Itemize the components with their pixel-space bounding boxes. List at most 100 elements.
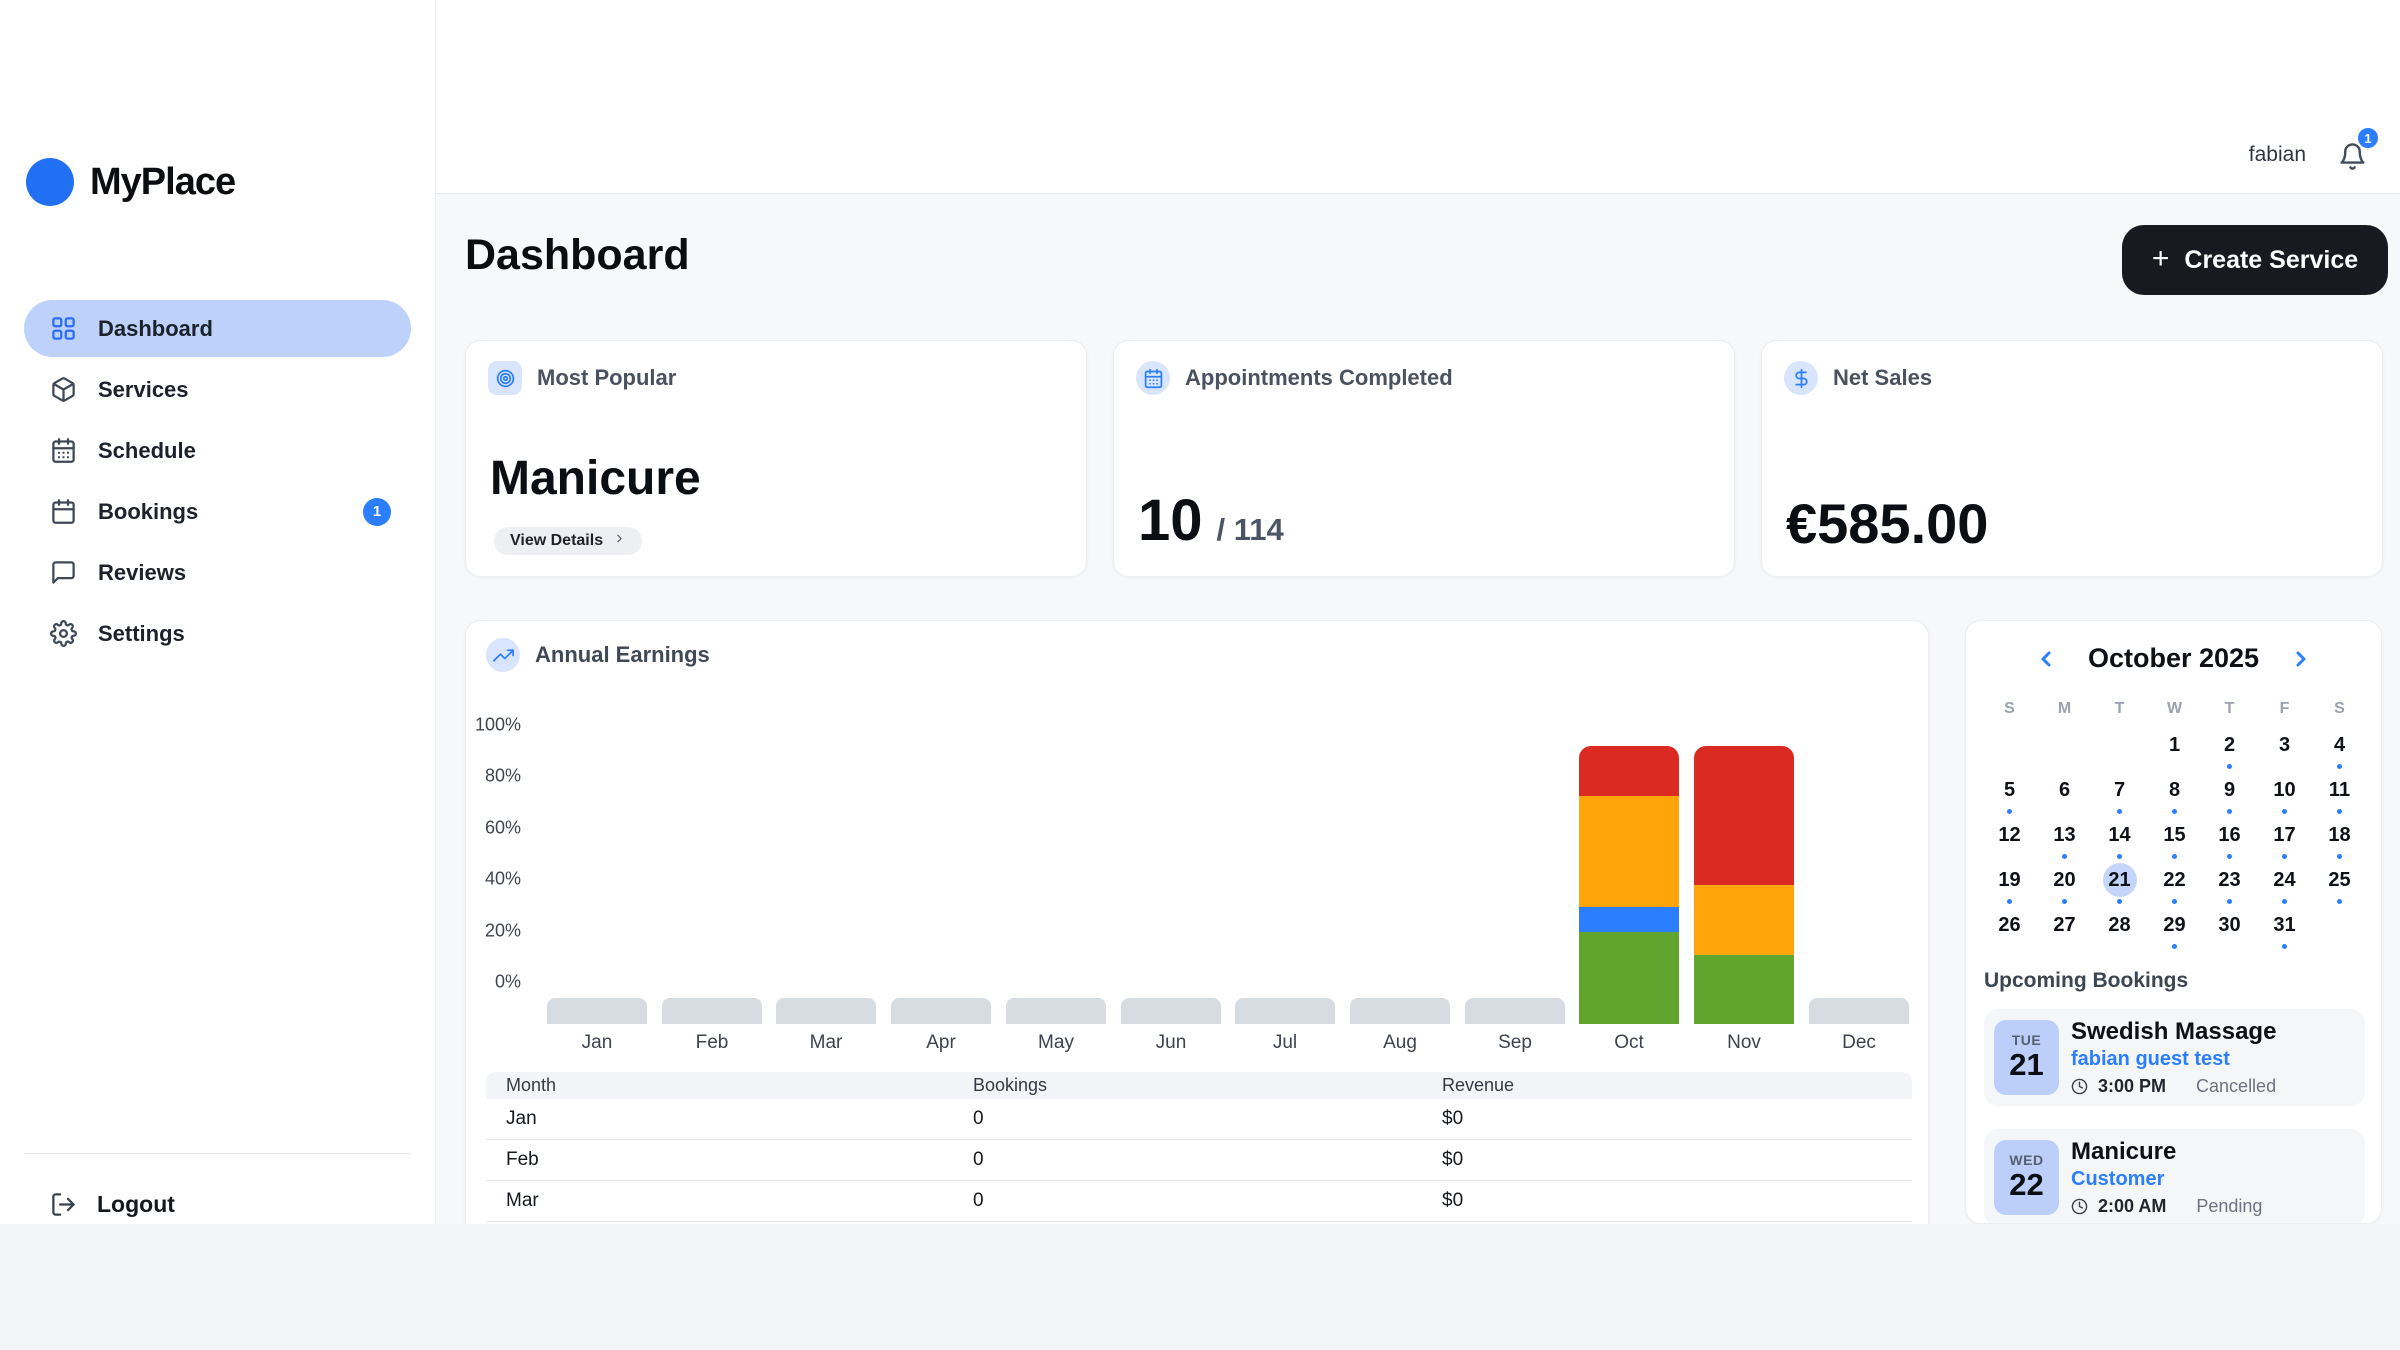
- most-popular-card: Most Popular Manicure View Details: [465, 340, 1087, 577]
- calendar-day-number: 18: [2328, 824, 2351, 846]
- month-label: Jun: [1155, 1032, 1187, 1053]
- calendar-day-number: 28: [2108, 914, 2131, 936]
- calendar-day-25[interactable]: 25: [2323, 859, 2357, 904]
- weekday-label: W: [2166, 700, 2183, 717]
- weekday-label: S: [2334, 700, 2345, 717]
- booking-weekday: TUE: [2011, 1032, 2042, 1048]
- sidebar-item-reviews[interactable]: Reviews: [24, 544, 411, 601]
- sidebar-item-services[interactable]: Services: [24, 361, 411, 418]
- calendar-prev-button[interactable]: [2034, 647, 2058, 671]
- calendar-day-1[interactable]: 1: [2158, 724, 2192, 769]
- calendar-day-3[interactable]: 3: [2268, 724, 2302, 769]
- view-details-button[interactable]: View Details: [494, 527, 643, 555]
- sidebar: MyPlace Dashboard Services Schedule Booking…: [0, 0, 436, 1224]
- booking-dot: [2117, 899, 2122, 904]
- calendar-day-number: 30: [2218, 914, 2241, 936]
- booking-dot: [2062, 944, 2067, 949]
- table-cell: 0: [973, 1149, 984, 1170]
- table-cell: 0: [973, 1108, 984, 1129]
- bar-segment-green: [1579, 932, 1679, 1024]
- booking-time: 3:00 PM: [2098, 1076, 2167, 1096]
- y-axis-tick: 100%: [474, 714, 521, 735]
- calendar-day-8[interactable]: 8: [2158, 769, 2192, 814]
- dashboard-grid-icon: [50, 315, 77, 342]
- calendar-day-18[interactable]: 18: [2323, 814, 2357, 859]
- appointments-total: / 114: [1216, 512, 1284, 547]
- table-row: Jan 0 $0: [486, 1099, 1912, 1140]
- sidebar-item-label: Reviews: [98, 559, 187, 585]
- calendar-day-19[interactable]: 19: [1993, 859, 2027, 904]
- calendar-day-number: 16: [2218, 824, 2241, 846]
- booking-dot: [2337, 809, 2342, 814]
- bar-jul: [1235, 998, 1335, 1024]
- sidebar-item-bookings[interactable]: Bookings 1: [24, 483, 411, 540]
- calendar-day-13[interactable]: 13: [2048, 814, 2082, 859]
- calendar-day-29[interactable]: 29: [2158, 904, 2192, 949]
- calendar-day-number: 26: [1998, 914, 2021, 936]
- calendar-day-10[interactable]: 10: [2268, 769, 2302, 814]
- sidebar-item-label: Schedule: [98, 437, 196, 463]
- calendar-day-27[interactable]: 27: [2048, 904, 2082, 949]
- booking-date-badge: WED 22: [1994, 1140, 2059, 1215]
- calendar-day-number: 13: [2053, 824, 2076, 846]
- content: Dashboard + Create Service Most Popular …: [436, 194, 2400, 1224]
- booking-dot: [2007, 809, 2012, 814]
- calendar-day-20[interactable]: 20: [2048, 859, 2082, 904]
- booking-card-1[interactable]: TUE 21 Swedish Massage fabian guest test 3:0…: [1984, 1009, 2365, 1106]
- calendar-day-number: 31: [2273, 914, 2296, 936]
- calendar-day-26[interactable]: 26: [1993, 904, 2027, 949]
- dollar-icon: [1784, 361, 1818, 395]
- page-title: Dashboard: [465, 231, 690, 279]
- calendar-day-17[interactable]: 17: [2268, 814, 2302, 859]
- calendar-day-16[interactable]: 16: [2213, 814, 2247, 859]
- bell-icon: [2338, 143, 2367, 175]
- calendar-day-4[interactable]: 4: [2323, 724, 2357, 769]
- calendar-day-15[interactable]: 15: [2158, 814, 2192, 859]
- calendar-day-2[interactable]: 2: [2213, 724, 2247, 769]
- calendar-day-30[interactable]: 30: [2213, 904, 2247, 949]
- bar-aug: [1350, 998, 1450, 1024]
- calendar-day-5[interactable]: 5: [1993, 769, 2027, 814]
- booking-date-badge: TUE 21: [1994, 1020, 2059, 1095]
- notification-badge: 1: [2356, 126, 2380, 150]
- calendar-day-31[interactable]: 31: [2268, 904, 2302, 949]
- most-popular-value: Manicure: [490, 452, 701, 505]
- sidebar-item-dashboard[interactable]: Dashboard: [24, 300, 411, 357]
- month-label: Mar: [809, 1032, 843, 1053]
- booking-customer-link[interactable]: Customer: [2071, 1168, 2165, 1190]
- booking-card-2[interactable]: WED 22 Manicure Customer 2:00 AM Pending: [1984, 1129, 2365, 1223]
- calendar-day-11[interactable]: 11: [2323, 769, 2357, 814]
- sidebar-item-settings[interactable]: Settings: [24, 605, 411, 662]
- calendar-day-22[interactable]: 22: [2158, 859, 2192, 904]
- create-service-button[interactable]: + Create Service: [2122, 225, 2388, 295]
- logout-icon: [50, 1191, 77, 1218]
- bar-feb: [662, 998, 762, 1024]
- booking-time: 2:00 AM: [2098, 1196, 2167, 1216]
- booking-dot: [2172, 809, 2177, 814]
- sidebar-item-label: Services: [98, 376, 189, 402]
- calendar-day-9[interactable]: 9: [2213, 769, 2247, 814]
- sidebar-item-schedule[interactable]: Schedule: [24, 422, 411, 479]
- notifications-button[interactable]: 1: [2338, 126, 2380, 171]
- calendar-day-28[interactable]: 28: [2103, 904, 2137, 949]
- booking-dot: [2062, 854, 2067, 859]
- logout-button[interactable]: Logout: [50, 1178, 175, 1230]
- calendar-day-23[interactable]: 23: [2213, 859, 2247, 904]
- calendar-day-12[interactable]: 12: [1993, 814, 2027, 859]
- calendar-day-number: 25: [2328, 869, 2351, 891]
- calendar-day-21[interactable]: 21: [2102, 859, 2137, 904]
- booking-dot: [2282, 899, 2287, 904]
- calendar-day-6[interactable]: 6: [2048, 769, 2082, 814]
- calendar-next-button[interactable]: [2289, 647, 2313, 671]
- booking-customer-link[interactable]: fabian guest test: [2071, 1048, 2230, 1070]
- month-label: Feb: [695, 1032, 729, 1053]
- table-header-cell: Revenue: [1442, 1075, 1515, 1095]
- calendar-day-14[interactable]: 14: [2103, 814, 2137, 859]
- calendar-day-24[interactable]: 24: [2268, 859, 2302, 904]
- plus-icon: +: [2151, 241, 2170, 275]
- calendar-day-7[interactable]: 7: [2103, 769, 2137, 814]
- table-cell: 0: [973, 1190, 984, 1211]
- booking-dot: [2282, 809, 2287, 814]
- topbar: fabian 1: [436, 0, 2400, 194]
- create-service-label: Create Service: [2184, 245, 2359, 274]
